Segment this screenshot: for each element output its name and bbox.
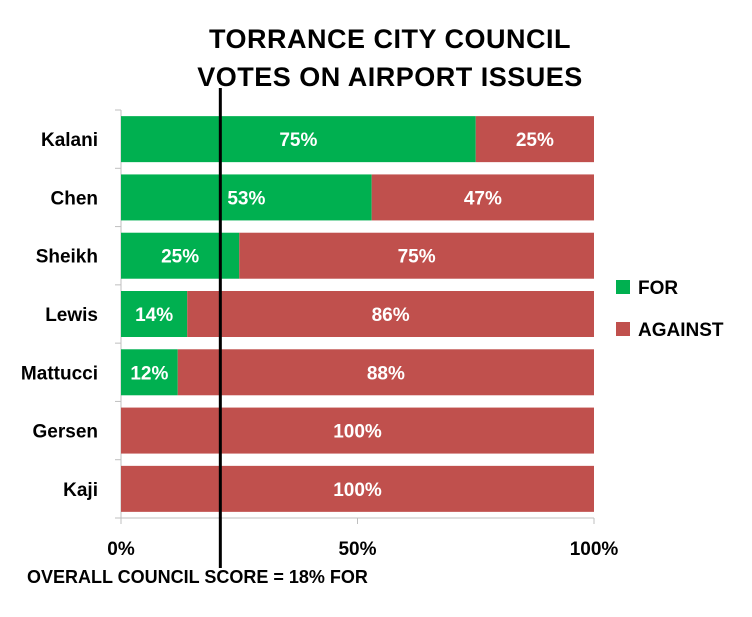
- data-label: 100%: [333, 422, 382, 443]
- bar-against-gersen: [121, 407, 594, 454]
- x-tick-label: 50%: [338, 539, 376, 560]
- category-label: Sheikh: [36, 247, 98, 268]
- bar-against-lewis: [187, 291, 594, 337]
- bar-against-kaji: [121, 465, 594, 512]
- category-label: Kalani: [41, 130, 98, 151]
- data-label: 100%: [333, 480, 382, 501]
- overall-score-footnote: OVERALL COUNCIL SCORE = 18% FOR: [27, 567, 368, 587]
- data-label: 25%: [161, 247, 199, 268]
- x-tick-label: 100%: [570, 539, 619, 560]
- category-label: Lewis: [45, 305, 98, 326]
- bar-for-lewis: [121, 291, 188, 337]
- data-label: 14%: [135, 305, 173, 326]
- category-label: Kaji: [63, 480, 98, 501]
- data-label: 47%: [464, 188, 502, 209]
- bar-against-chen: [371, 174, 594, 221]
- category-label: Gersen: [33, 422, 98, 443]
- chart-title-line-1: TORRANCE CITY COUNCIL: [208, 24, 571, 54]
- bar-against-kalani: [475, 116, 594, 163]
- data-label: 25%: [516, 130, 554, 151]
- data-label: 53%: [227, 188, 265, 209]
- legend-swatch-for: [616, 280, 630, 294]
- data-label: 75%: [279, 130, 317, 151]
- bar-against-mattucci: [177, 349, 594, 396]
- legend-label-against: AGAINST: [638, 320, 724, 341]
- category-label: Mattucci: [21, 363, 98, 384]
- data-label: 86%: [372, 305, 410, 326]
- x-tick-label: 0%: [107, 539, 135, 560]
- legend-label-for: FOR: [638, 278, 678, 299]
- data-label: 12%: [130, 363, 168, 384]
- data-label: 75%: [398, 247, 436, 268]
- bar-for-kalani: [121, 116, 476, 163]
- data-label: 88%: [367, 363, 405, 384]
- category-label: Chen: [51, 188, 99, 209]
- legend-swatch-against: [616, 322, 630, 336]
- chart-title-line-2: VOTES ON AIRPORT ISSUES: [197, 62, 583, 92]
- bar-for-chen: [121, 174, 372, 221]
- bar-against-sheikh: [239, 232, 594, 279]
- bar-for-mattucci: [121, 349, 178, 396]
